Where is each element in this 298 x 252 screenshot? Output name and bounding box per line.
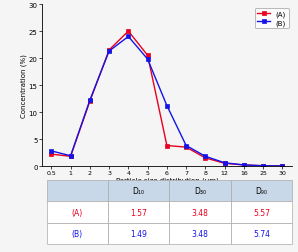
(A) <box>127 30 130 34</box>
(A) <box>261 165 265 168</box>
(B) <box>88 99 92 102</box>
X-axis label: Particle size distribution (μm): Particle size distribution (μm) <box>116 177 218 183</box>
(B) <box>69 155 72 158</box>
(A) <box>242 164 246 167</box>
(A) <box>88 100 92 103</box>
(B) <box>146 58 149 61</box>
Line: (A): (A) <box>49 30 285 168</box>
(A) <box>49 153 53 156</box>
(B) <box>165 105 169 108</box>
(B) <box>127 36 130 39</box>
(A) <box>204 157 207 160</box>
(B) <box>261 165 265 168</box>
Y-axis label: Concentration (%): Concentration (%) <box>21 54 27 117</box>
(A) <box>165 144 169 147</box>
(B) <box>107 50 111 53</box>
(B) <box>281 165 284 168</box>
(B) <box>223 162 226 165</box>
(A) <box>184 146 188 149</box>
(B) <box>49 150 53 153</box>
Line: (B): (B) <box>49 35 285 168</box>
(A) <box>69 155 72 158</box>
Legend: (A), (B): (A), (B) <box>255 9 288 29</box>
(A) <box>107 49 111 52</box>
(A) <box>223 162 226 165</box>
(B) <box>184 144 188 147</box>
(B) <box>242 164 246 167</box>
(B) <box>204 155 207 158</box>
(A) <box>146 55 149 58</box>
(A) <box>281 165 284 168</box>
